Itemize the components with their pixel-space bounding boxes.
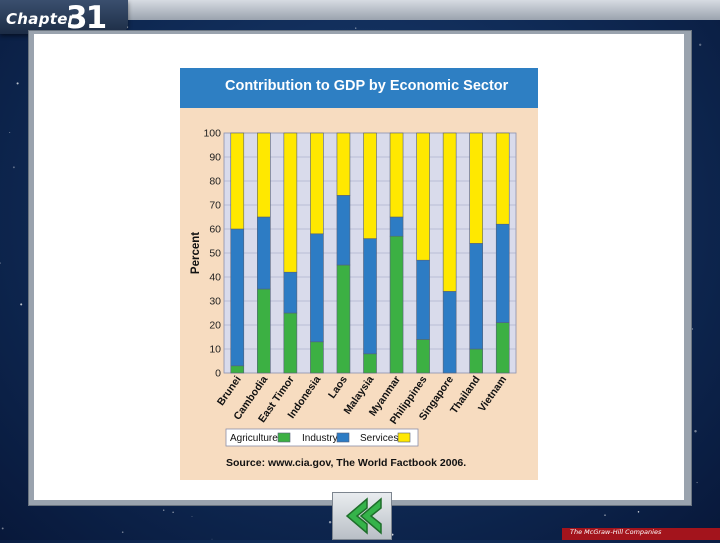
star <box>1 527 4 530</box>
y-tick-label: 50 <box>209 248 221 260</box>
chapter-tab: Chapter 31 <box>0 0 128 36</box>
star <box>9 131 11 134</box>
star <box>162 509 165 511</box>
bar-services <box>230 132 245 230</box>
legend-box <box>225 428 419 447</box>
bar-agriculture <box>336 264 351 374</box>
star <box>0 262 1 264</box>
chapter-label: Chapter <box>6 10 76 28</box>
bar-agriculture <box>469 348 483 374</box>
star <box>191 516 193 517</box>
star <box>16 82 19 85</box>
star <box>172 511 174 513</box>
bar-agriculture <box>257 288 271 374</box>
bar-services <box>283 132 298 273</box>
star <box>12 166 15 169</box>
bar-industry <box>363 238 377 355</box>
bar-agriculture <box>495 322 510 374</box>
star <box>20 303 23 306</box>
y-tick-label: 40 <box>209 272 221 284</box>
legend-swatch <box>277 432 291 443</box>
y-tick-label: 30 <box>209 296 221 308</box>
chart-title-bar: Contribution to GDP by Economic Sector <box>180 68 538 108</box>
bar-industry <box>257 216 271 290</box>
y-tick-label: 0 <box>215 368 221 380</box>
star <box>691 328 694 330</box>
bar-industry <box>336 195 351 266</box>
legend-label: Services <box>360 433 398 444</box>
star <box>696 481 698 484</box>
bar-services <box>363 132 377 239</box>
star <box>604 514 606 516</box>
bar-agriculture <box>283 312 298 374</box>
publisher-bar: The McGraw-Hill Companies <box>562 528 720 540</box>
y-tick-label: 60 <box>209 224 221 236</box>
y-tick-label: 100 <box>203 128 221 140</box>
bar-agriculture <box>310 341 324 374</box>
legend-label: Industry <box>302 433 338 444</box>
double-chevron-left-icon <box>345 497 382 535</box>
bar-services <box>495 132 510 225</box>
bar-industry <box>495 223 510 323</box>
star <box>121 531 124 533</box>
back-button[interactable] <box>332 492 392 540</box>
y-tick-label: 70 <box>209 200 221 212</box>
star <box>355 27 357 29</box>
bar-services <box>442 132 457 292</box>
bar-services <box>469 132 483 244</box>
bar-industry <box>416 259 430 340</box>
star <box>694 430 697 433</box>
x-tick-label: Laos <box>326 374 350 401</box>
publisher-name: The McGraw-Hill Companies <box>570 528 662 536</box>
bar-agriculture <box>230 365 245 374</box>
bar-industry <box>442 291 457 374</box>
star <box>391 533 394 536</box>
bar-industry <box>310 233 324 343</box>
bar-agriculture <box>363 353 377 374</box>
stacked-bar-chart: 0102030405060708090100PercentBruneiCambo… <box>190 128 517 469</box>
y-tick-label: 10 <box>209 344 221 356</box>
legend-swatch <box>397 432 411 443</box>
bar-services <box>336 132 351 196</box>
y-tick-label: 20 <box>209 320 221 332</box>
bar-industry <box>283 271 298 314</box>
top-bar <box>128 0 720 20</box>
bar-services <box>310 132 324 235</box>
bar-services <box>416 132 430 261</box>
bar-industry <box>469 243 483 350</box>
chart-source: Source: www.cia.gov, The World Factbook … <box>226 457 466 469</box>
y-tick-label: 80 <box>209 176 221 188</box>
y-tick-label: 90 <box>209 152 221 164</box>
legend-label: Agriculture <box>230 433 278 444</box>
star <box>699 43 702 46</box>
bar-industry <box>230 228 245 367</box>
star <box>211 538 213 540</box>
bar-industry <box>389 216 404 237</box>
bar-services <box>389 132 404 218</box>
bar-services <box>257 132 271 218</box>
bar-agriculture <box>389 235 404 374</box>
star <box>637 511 640 513</box>
bar-agriculture <box>416 339 430 374</box>
y-axis-label: Percent <box>190 232 202 274</box>
chart-title: Contribution to GDP by Economic Sector <box>225 78 509 94</box>
star <box>328 521 332 524</box>
legend-swatch <box>336 432 350 443</box>
